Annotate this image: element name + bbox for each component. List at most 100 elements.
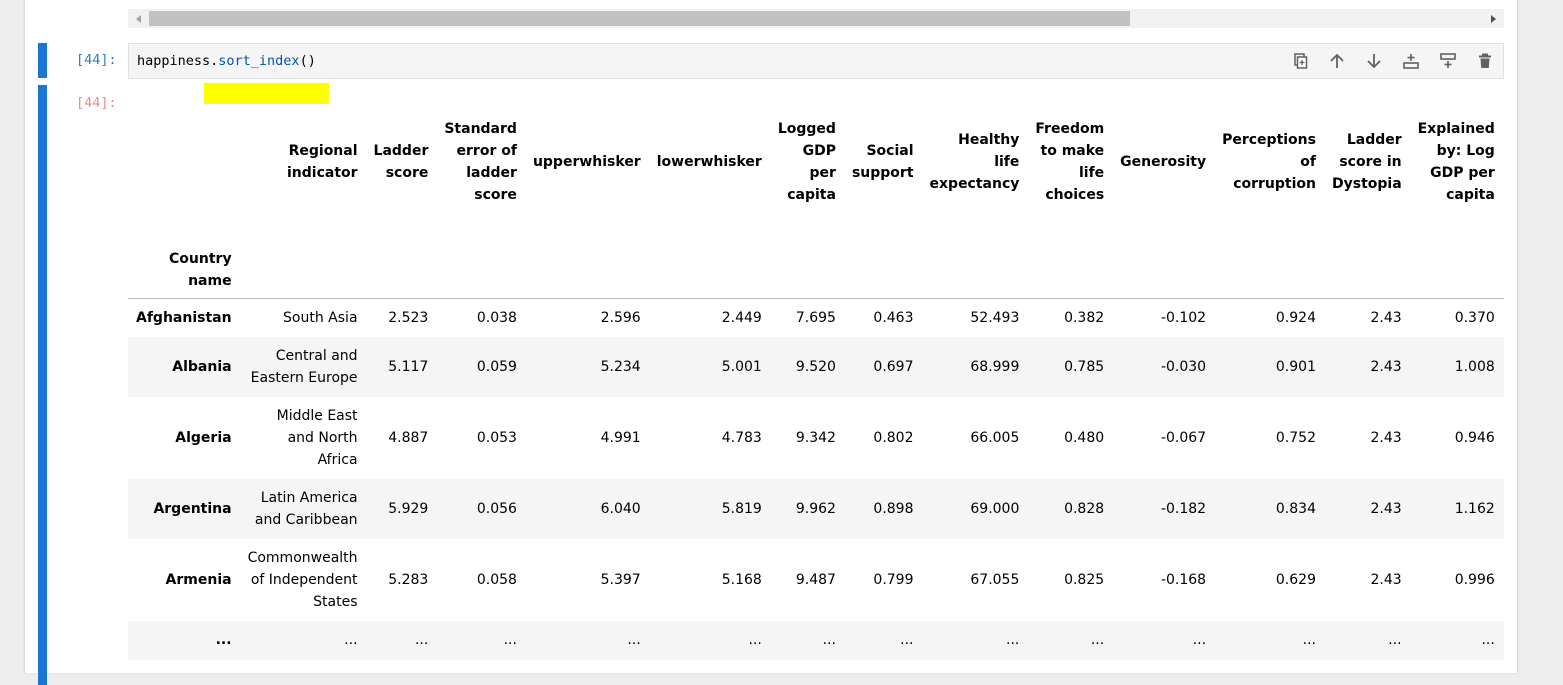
col-header: Logged GDP per capita — [777, 121, 836, 203]
table-cell: 68.999 — [970, 358, 1020, 375]
table-cell — [1503, 337, 1504, 397]
table-cell: 9.520 — [795, 358, 836, 375]
table-cell: 0.059 — [476, 358, 517, 375]
table-cell: 0.752 — [1275, 429, 1316, 446]
table-cell: 0.901 — [1275, 358, 1316, 375]
scrollbar-thumb[interactable] — [149, 11, 1130, 26]
table-cell: 5.234 — [600, 358, 641, 375]
delete-icon — [1478, 53, 1491, 68]
table-cell: 1.162 — [1454, 500, 1495, 517]
table-cell — [649, 660, 770, 674]
table-cell: 0.924 — [1275, 309, 1316, 326]
table-cell: 0.056 — [476, 500, 517, 517]
delete-cell-button[interactable] — [1466, 49, 1503, 73]
table-cell — [436, 660, 525, 674]
table-cell: 0.825 — [1064, 571, 1105, 588]
table-cell — [922, 660, 1028, 674]
table-row: Albania Central and Eastern Europe 5.117 0.… — [128, 336, 1504, 397]
active-cell-bar[interactable] — [38, 43, 47, 78]
table-cell: 0.898 — [873, 500, 914, 517]
table-cell — [1324, 660, 1410, 674]
table-cell: 0.785 — [1064, 358, 1105, 375]
col-header: Ladder score in Dystopia — [1331, 132, 1402, 192]
move-down-icon — [1366, 54, 1381, 69]
table-cell: 0.058 — [476, 571, 517, 588]
table-row: Armenia Commonwealth of Independent State… — [128, 539, 1504, 621]
table-cell: 0.799 — [873, 571, 914, 588]
table-row: ........................................… — [128, 620, 1504, 660]
column-header-row: Regional indicator Ladder score Standard… — [128, 108, 1504, 216]
table-cell: 0.834 — [1275, 500, 1316, 517]
table-cell: ... — [1302, 632, 1316, 648]
insert-below-button[interactable] — [1429, 49, 1466, 73]
table-cell: 9.342 — [795, 429, 836, 446]
table-cell: ... — [1388, 632, 1402, 648]
table-row: Argentina Latin America and Caribbean 5.92… — [128, 478, 1504, 539]
col-header: Standard error of ladder score — [444, 121, 517, 203]
output-cell-bar[interactable] — [38, 85, 47, 685]
table-cell — [1214, 660, 1324, 674]
code-line[interactable]: happiness.sort_index() — [137, 53, 316, 69]
table-cell: 9.487 — [795, 571, 836, 588]
code-input-area[interactable]: happiness.sort_index() — [128, 43, 1504, 79]
col-header: lowerwhisker — [656, 154, 762, 170]
highlight-mark — [204, 83, 329, 104]
dataframe-table: Regional indicator Ladder score Standard… — [128, 108, 1504, 673]
table-cell: ... — [503, 632, 517, 648]
index-header-row: Country name — [128, 216, 1504, 299]
scroll-left-arrow-icon[interactable] — [130, 9, 147, 28]
code-method: sort_index — [218, 53, 300, 69]
table-cell: 66.005 — [970, 429, 1020, 446]
row-index — [128, 660, 240, 674]
table-cell: 2.43 — [1370, 309, 1402, 326]
row-index: Afghanistan — [136, 309, 232, 326]
table-cell: 0.828 — [1064, 500, 1105, 517]
col-header: Explained by: Social support — [1503, 108, 1504, 216]
cell-toolbar — [1281, 49, 1503, 73]
duplicate-cell-button[interactable] — [1281, 49, 1318, 73]
scroll-right-arrow-icon[interactable] — [1485, 9, 1502, 28]
table-cell: 4.887 — [388, 429, 429, 446]
row-index: Argentina — [153, 500, 232, 517]
duplicate-icon — [1293, 53, 1307, 69]
row-index: ... — [215, 632, 232, 648]
col-header: Ladder score — [373, 143, 429, 181]
table-cell — [1112, 660, 1214, 674]
table-cell: 2.523 — [388, 309, 429, 326]
table-cell: 2.43 — [1370, 358, 1402, 375]
table-cell: 6.040 — [600, 500, 641, 517]
code-object: happiness. — [137, 53, 219, 69]
table-cell: 0.802 — [873, 429, 914, 446]
table-cell: Latin America and Caribbean — [254, 489, 358, 528]
insert-above-button[interactable] — [1392, 49, 1429, 73]
table-cell: Central and Eastern Europe — [250, 347, 358, 386]
table-cell: 5.819 — [721, 500, 762, 517]
table-cell: 1.008 — [1454, 358, 1495, 375]
col-header: upperwhisker — [532, 154, 641, 170]
move-down-button[interactable] — [1355, 49, 1392, 73]
table-cell: 7.695 — [795, 309, 836, 326]
table-cell: ... — [344, 632, 358, 648]
table-cell — [770, 660, 844, 674]
col-header: Regional indicator — [286, 143, 358, 181]
horizontal-scrollbar[interactable] — [128, 9, 1504, 28]
table-cell: 2.43 — [1370, 500, 1402, 517]
table-cell: -0.182 — [1160, 500, 1207, 517]
table-cell: ... — [748, 632, 762, 648]
table-cell: 5.001 — [721, 358, 762, 375]
table-cell: 9.962 — [795, 500, 836, 517]
code-parens: () — [299, 53, 316, 69]
table-cell — [1503, 660, 1504, 674]
table-cell — [1503, 539, 1504, 621]
table-cell: 0.480 — [1064, 429, 1105, 446]
table-cell: 5.117 — [388, 358, 429, 375]
table-cell: Middle East and North Africa — [276, 407, 358, 468]
table-cell: 0.038 — [476, 309, 517, 326]
table-cell: Commonwealth of Independent States — [247, 549, 358, 610]
table-cell: 0.463 — [873, 309, 914, 326]
table-cell: 5.283 — [388, 571, 429, 588]
col-header: Generosity — [1120, 154, 1207, 170]
move-up-button[interactable] — [1318, 49, 1355, 73]
input-prompt: [44]: — [76, 52, 117, 68]
table-row: Algeria Middle East and North Africa 4.887… — [128, 397, 1504, 479]
